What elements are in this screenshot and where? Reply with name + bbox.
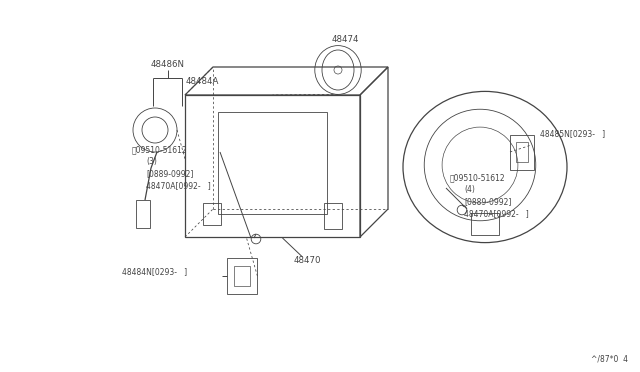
Text: 48470A[0992-   ]: 48470A[0992- ] xyxy=(146,181,211,190)
Bar xyxy=(136,200,150,228)
Bar xyxy=(516,142,527,162)
Text: ^/87*0  4: ^/87*0 4 xyxy=(591,355,628,364)
Text: 48484N[0293-   ]: 48484N[0293- ] xyxy=(122,267,187,276)
Text: [0889-0992]: [0889-0992] xyxy=(464,197,511,206)
Text: 48484A: 48484A xyxy=(186,77,220,86)
Text: 48470: 48470 xyxy=(294,256,321,265)
Text: 48470A[0992-   ]: 48470A[0992- ] xyxy=(464,209,529,218)
Text: (4): (4) xyxy=(464,185,475,194)
Bar xyxy=(234,266,250,286)
Bar xyxy=(510,135,534,170)
Text: 48486N: 48486N xyxy=(150,60,184,69)
Bar xyxy=(227,258,257,294)
Text: 48474: 48474 xyxy=(332,35,360,44)
Text: (3): (3) xyxy=(146,157,157,166)
Text: [0889-0992]: [0889-0992] xyxy=(146,169,193,178)
Text: 48485N[0293-   ]: 48485N[0293- ] xyxy=(540,129,605,138)
Text: Ⓝ09510-51612: Ⓝ09510-51612 xyxy=(132,145,188,154)
Text: Ⓝ09510-51612: Ⓝ09510-51612 xyxy=(450,173,506,182)
